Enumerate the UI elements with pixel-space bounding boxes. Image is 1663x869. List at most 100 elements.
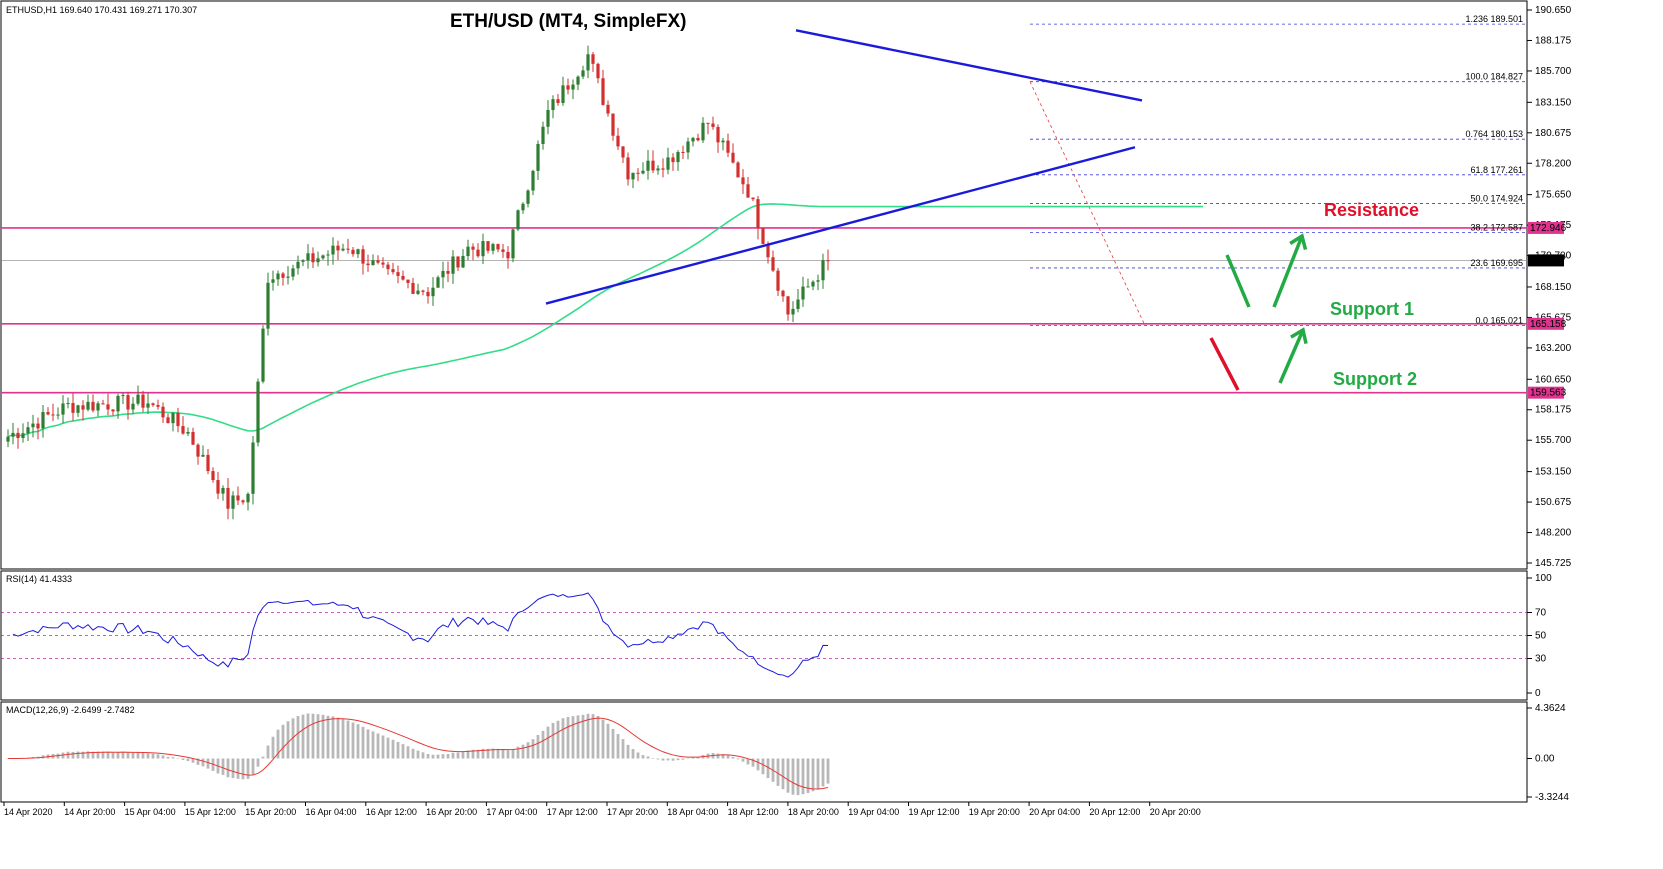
candle-body (561, 85, 565, 103)
macd-bar (726, 755, 730, 759)
time-tick-label: 15 Apr 04:00 (125, 807, 176, 817)
macd-bar (561, 718, 565, 759)
price-pane-frame (0, 0, 1528, 570)
price-tick-label: 185.700 (1535, 66, 1572, 77)
candle-body (6, 436, 10, 442)
macd-tick-label: -3.3244 (1535, 792, 1569, 803)
candle-body (266, 282, 270, 329)
candle-body (361, 249, 365, 264)
macd-bar (606, 723, 610, 759)
candle-body (556, 99, 560, 103)
candle-body (146, 403, 150, 408)
price-tag-label: 170.307 (1530, 255, 1567, 266)
candle-body (731, 152, 735, 163)
macd-bar (101, 751, 105, 759)
macd-bar (411, 748, 415, 759)
macd-bar (736, 758, 740, 760)
candle-body (201, 454, 205, 457)
macd-bar (286, 721, 290, 759)
macd-bar (776, 758, 780, 786)
candle-body (426, 291, 430, 297)
macd-bar (661, 758, 665, 761)
moving-average (7, 203, 1203, 438)
candle-body (766, 243, 770, 258)
macd-bar (386, 737, 390, 759)
price-tick-label: 175.650 (1535, 190, 1572, 201)
candle-body (96, 403, 100, 411)
macd-bar (241, 758, 245, 780)
macd-bar (381, 735, 385, 759)
candle-body (106, 404, 110, 410)
candle-body (66, 403, 70, 405)
macd-bar (471, 749, 475, 759)
projection-arrows (1209, 233, 1308, 391)
macd-bar (346, 720, 350, 759)
candle-body (701, 122, 705, 141)
rsi-indicator: 100 70 50 30 0 (1, 573, 1552, 699)
candle-body (676, 151, 680, 163)
macd-bar (716, 753, 720, 759)
candle-body (76, 405, 80, 413)
time-tick-label: 17 Apr 20:00 (607, 807, 658, 817)
macd-bar (476, 749, 480, 759)
candle-body (331, 245, 335, 255)
candle-body (101, 403, 105, 405)
macd-bar (486, 748, 490, 759)
candle-body (706, 122, 710, 124)
macd-bar (301, 714, 305, 759)
candle-body (576, 76, 580, 85)
macd-bar (521, 744, 525, 759)
symbol-info: ETHUSD,H1 169.640 170.431 169.271 170.30… (6, 5, 197, 15)
macd-bar (766, 758, 770, 779)
candle-body (611, 113, 615, 136)
macd-bar (416, 750, 420, 759)
macd-bar (206, 758, 210, 769)
price-tag (1528, 254, 1564, 267)
macd-bar (126, 752, 130, 759)
macd-bar (621, 739, 625, 759)
candle-body (651, 160, 655, 171)
up-arrow-green (1272, 235, 1304, 308)
trendlines (545, 29, 1143, 305)
macd-bar (446, 754, 450, 759)
candle-body (736, 162, 740, 178)
candle-body (161, 406, 165, 418)
macd-tick-label: 4.3624 (1535, 703, 1566, 714)
macd-bar (341, 718, 345, 759)
time-tick-label: 14 Apr 20:00 (64, 807, 115, 817)
macd-bar (481, 748, 485, 759)
candle-body (441, 271, 445, 278)
fib-label: 100.0 184.827 (1465, 72, 1523, 82)
macd-bar (291, 718, 295, 759)
support1-label: Support 1 (1330, 299, 1414, 319)
candle-body (41, 412, 45, 429)
macd-bar (396, 741, 400, 759)
macd-bar (531, 739, 535, 759)
price-tick-label: 153.150 (1535, 467, 1572, 478)
macd-bar (801, 758, 805, 795)
candle-body (466, 246, 470, 256)
candle-body (636, 172, 640, 174)
macd-bar (511, 748, 515, 759)
price-tick-label: 180.675 (1535, 128, 1572, 139)
macd-bar (556, 720, 560, 759)
price-tick-label: 163.200 (1535, 343, 1572, 354)
macd-bar (146, 753, 150, 759)
macd-bar (236, 758, 240, 779)
candle-body (781, 290, 785, 297)
macd-bar (321, 714, 325, 759)
support2-label: Support 2 (1333, 369, 1417, 389)
candle-body (431, 287, 435, 297)
time-tick-label: 18 Apr 20:00 (788, 807, 839, 817)
candle-body (516, 210, 520, 230)
macd-bar (311, 713, 315, 759)
macd-bar (96, 751, 100, 759)
candle-body (596, 63, 600, 79)
macd-bar (571, 716, 575, 759)
candle-body (376, 260, 380, 263)
candle-body (281, 273, 285, 278)
candle-body (471, 246, 475, 250)
price-tag (1528, 317, 1564, 330)
candle-body (801, 286, 805, 300)
time-tick-label: 17 Apr 12:00 (547, 807, 598, 817)
